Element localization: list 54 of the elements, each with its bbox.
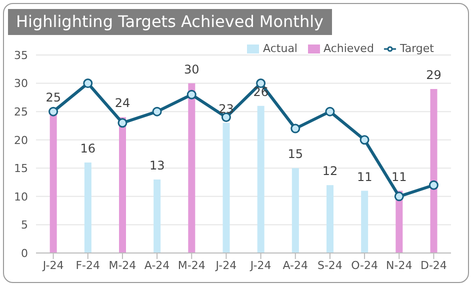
x-tick-label: J-24	[214, 258, 237, 272]
x-tick-label: N-24	[386, 258, 412, 272]
y-tick-label: 10	[14, 190, 28, 204]
chart-title: Highlighting Targets Achieved Monthly	[8, 9, 332, 35]
x-tick-label: A-24	[282, 258, 308, 272]
bar	[361, 190, 368, 253]
data-label: 25	[46, 90, 61, 105]
y-tick-label: 0	[21, 246, 28, 260]
x-tick-label: J-24	[249, 258, 272, 272]
point	[290, 124, 300, 134]
bar	[430, 88, 438, 253]
y-tick-label: 15	[14, 162, 28, 176]
y-tick-label: 5	[21, 218, 28, 232]
x-tick-label: M-24	[108, 258, 136, 272]
y-tick-label: 25	[14, 105, 28, 118]
bar	[326, 185, 334, 253]
point	[186, 90, 196, 100]
data-label: 16	[80, 141, 96, 156]
bar	[154, 179, 161, 253]
data-label: 24	[114, 96, 130, 110]
data-label: 23	[218, 102, 234, 116]
legend-label: Achieved	[324, 42, 374, 55]
bar	[292, 168, 299, 253]
data-label: 13	[149, 158, 165, 172]
point	[428, 180, 438, 190]
data-label: 30	[184, 62, 200, 76]
point	[394, 192, 404, 202]
data-label: 11	[356, 170, 372, 184]
legend-label: Target	[400, 42, 434, 55]
point	[152, 106, 162, 116]
point	[83, 78, 93, 88]
data-label: 29	[426, 68, 442, 82]
data-label: 12	[322, 164, 338, 178]
x-tick-label: A-24	[144, 258, 170, 272]
data-label: 15	[288, 147, 304, 162]
point	[360, 135, 370, 145]
legend-label: Actual	[263, 42, 298, 55]
x-tick-label: F-24	[76, 258, 100, 272]
x-tick-label: O-24	[351, 258, 378, 272]
x-tick-label: J-24	[42, 258, 64, 272]
x-tick-label: D-24	[420, 258, 447, 272]
bar	[119, 117, 126, 253]
y-tick-label: 35	[14, 48, 28, 62]
bar	[257, 106, 264, 253]
x-tick-label: S-24	[317, 258, 342, 272]
y-tick-label: 30	[14, 77, 28, 90]
point	[325, 106, 335, 116]
point	[118, 118, 128, 128]
bar	[84, 162, 92, 253]
bar	[188, 83, 196, 253]
point	[48, 106, 58, 116]
x-tick-label: M-24	[178, 258, 206, 272]
y-tick-label: 20	[14, 134, 28, 147]
data-label: 11	[392, 170, 407, 184]
